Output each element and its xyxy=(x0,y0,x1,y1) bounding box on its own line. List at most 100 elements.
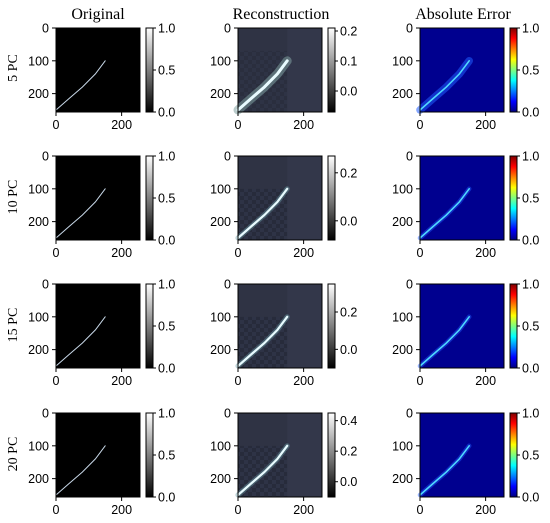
y-tick-label: 100 xyxy=(392,310,413,324)
colorbar-tick-label: 0.5 xyxy=(522,320,539,334)
panel-20-pc-absolute-error: 0 100 200 0 200 0.0 0.5 1.0 xyxy=(392,407,539,518)
colorbar-tick-label: 0.0 xyxy=(340,85,357,99)
y-tick-label: 200 xyxy=(392,87,413,101)
curve-line xyxy=(236,444,289,497)
colorbar-tick-label: 1.0 xyxy=(158,150,175,164)
colorbar xyxy=(145,155,154,241)
x-tick-label: 200 xyxy=(293,246,314,260)
x-tick-label: 200 xyxy=(111,118,132,132)
y-tick-label: 0 xyxy=(406,22,413,36)
row-label-10pc: 10 PC xyxy=(6,180,21,215)
y-tick-label: 0 xyxy=(42,150,49,164)
y-tick-label: 200 xyxy=(392,472,413,486)
y-tick-label: 200 xyxy=(392,215,413,229)
row-labels: 5 PC 10 PC 15 PC 20 PC xyxy=(6,54,21,471)
colorbar xyxy=(509,283,518,369)
y-tick-label: 100 xyxy=(28,439,49,453)
y-tick-label: 100 xyxy=(392,54,413,68)
y-tick-label: 200 xyxy=(210,87,231,101)
axes-frame xyxy=(237,27,323,113)
y-tick-label: 0 xyxy=(224,278,231,292)
axes-frame xyxy=(419,412,505,498)
panel-15-pc-original: 0 100 200 0 200 0.0 0.5 1.0 xyxy=(28,278,175,389)
colorbar-tick-label: 1.0 xyxy=(522,278,539,292)
column-title-absolute-error: Absolute Error xyxy=(415,6,511,23)
panel-5-pc-absolute-error: 0 100 200 0 200 0.0 0.5 1.0 xyxy=(392,22,539,133)
x-tick-label: 200 xyxy=(111,246,132,260)
axes-frame xyxy=(237,155,323,241)
colorbar-tick-label: 0.0 xyxy=(522,362,539,376)
x-tick-label: 200 xyxy=(293,374,314,388)
y-tick-label: 0 xyxy=(224,22,231,36)
colorbar-tick-label: 0.2 xyxy=(340,445,357,459)
y-tick-label: 200 xyxy=(210,343,231,357)
colorbar-tick-label: 0.0 xyxy=(522,491,539,505)
colorbar-tick-label: 1.0 xyxy=(158,278,175,292)
colorbar xyxy=(509,412,518,498)
colorbar-tick-label: 0.0 xyxy=(340,475,357,489)
panel-20-pc-reconstruction: 0 100 200 0 200 0.0 0.2 0.4 xyxy=(210,407,357,518)
x-tick-label: 200 xyxy=(475,246,496,260)
y-tick-label: 0 xyxy=(224,150,231,164)
column-title-reconstruction: Reconstruction xyxy=(233,6,330,23)
x-tick-label: 0 xyxy=(235,246,242,260)
x-tick-label: 0 xyxy=(417,246,424,260)
colorbar-tick-label: 0.5 xyxy=(158,320,175,334)
curve-line xyxy=(419,315,471,367)
x-tick-label: 0 xyxy=(417,503,424,517)
row-label-20pc: 20 PC xyxy=(6,437,21,472)
artifact-column xyxy=(287,156,322,240)
row-label-5pc: 5 PC xyxy=(6,54,21,82)
panel-5-pc-reconstruction: 0 100 200 0 200 0.0 0.1 0.2 xyxy=(210,22,357,133)
y-tick-label: 100 xyxy=(210,182,231,196)
artifact-column xyxy=(287,28,322,112)
y-tick-label: 200 xyxy=(210,215,231,229)
colorbar-tick-label: 0.2 xyxy=(340,25,357,39)
curve-line xyxy=(419,59,471,111)
y-tick-label: 200 xyxy=(28,87,49,101)
axes-frame xyxy=(55,155,141,241)
y-tick-label: 200 xyxy=(28,343,49,357)
colorbar xyxy=(327,155,336,241)
y-tick-label: 200 xyxy=(28,472,49,486)
colorbar-tick-label: 0.4 xyxy=(340,414,357,428)
colorbar-tick-label: 0.2 xyxy=(340,166,357,180)
axes-frame xyxy=(55,412,141,498)
colorbar-tick-label: 1.0 xyxy=(158,407,175,421)
y-tick-label: 100 xyxy=(210,54,231,68)
panel-5-pc-original: 0 100 200 0 200 0.0 0.5 1.0 xyxy=(28,22,175,133)
y-tick-label: 100 xyxy=(392,439,413,453)
colorbar-tick-label: 0.0 xyxy=(522,234,539,248)
x-tick-label: 200 xyxy=(475,374,496,388)
colorbar-tick-label: 0.0 xyxy=(158,491,175,505)
y-tick-label: 0 xyxy=(406,278,413,292)
colorbar-tick-label: 0.5 xyxy=(158,449,175,463)
colorbar xyxy=(509,155,518,241)
colorbar-tick-label: 1.0 xyxy=(522,407,539,421)
colorbar-tick-label: 0.2 xyxy=(340,306,357,320)
y-tick-label: 100 xyxy=(28,310,49,324)
colorbar xyxy=(145,412,154,498)
colorbar xyxy=(509,27,518,113)
curve-line xyxy=(55,188,106,239)
panel-15-pc-absolute-error: 0 100 200 0 200 0.0 0.5 1.0 xyxy=(392,278,539,389)
y-tick-label: 100 xyxy=(28,54,49,68)
curve-line xyxy=(55,60,106,111)
curve-line xyxy=(236,315,289,368)
x-tick-label: 0 xyxy=(235,503,242,517)
axes-frame xyxy=(55,283,141,369)
x-tick-label: 200 xyxy=(293,118,314,132)
curve-line xyxy=(55,316,106,367)
curve-line xyxy=(236,59,289,112)
y-tick-label: 200 xyxy=(210,472,231,486)
x-tick-label: 0 xyxy=(53,503,60,517)
x-tick-label: 200 xyxy=(111,503,132,517)
row-label-15pc: 15 PC xyxy=(6,308,21,343)
y-tick-label: 0 xyxy=(406,150,413,164)
x-tick-label: 200 xyxy=(475,503,496,517)
artifact-column xyxy=(287,284,322,368)
panel-10-pc-reconstruction: 0 100 200 0 200 0.0 0.2 xyxy=(210,150,357,261)
colorbar-tick-label: 0.0 xyxy=(158,362,175,376)
y-tick-label: 100 xyxy=(210,439,231,453)
curve-line xyxy=(419,188,471,239)
